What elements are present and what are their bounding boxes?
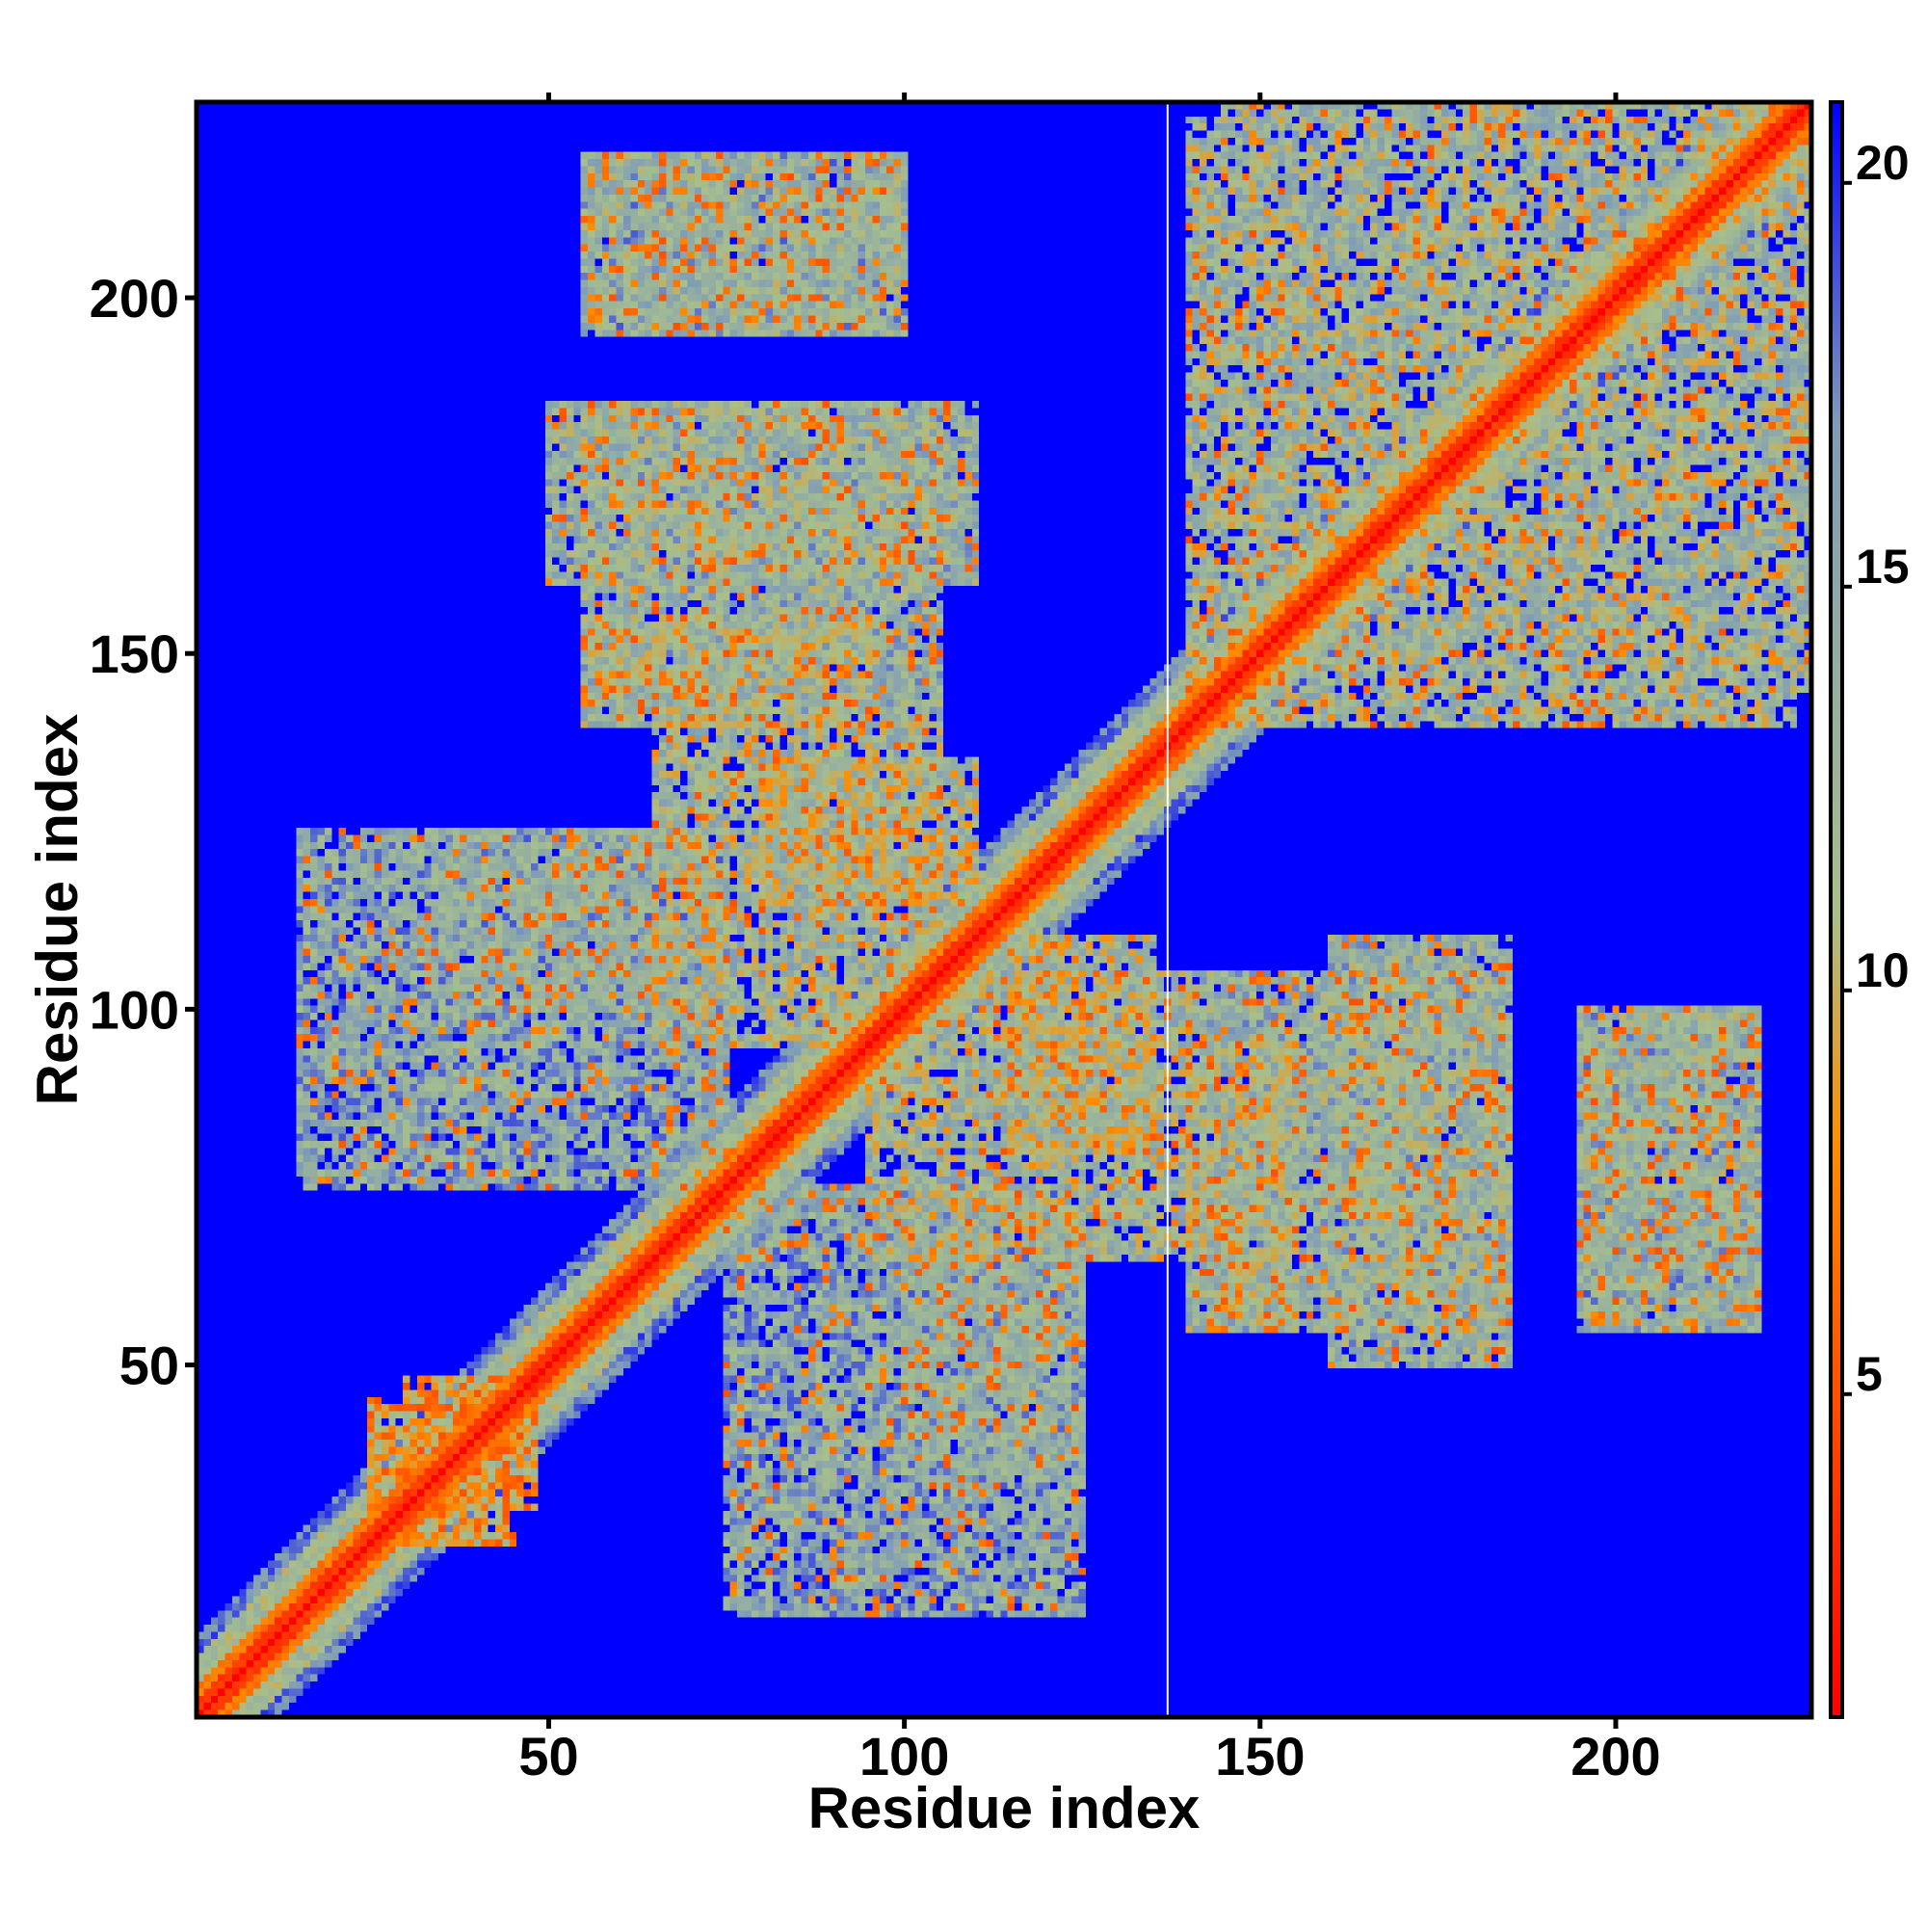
x-tick-label: 150 [1215, 1726, 1305, 1786]
colorbar-tick-label: 15 [1856, 540, 1910, 594]
y-axis-title: Residue index [25, 714, 90, 1106]
colorbar-tick-label: 10 [1856, 943, 1910, 997]
y-tick-label: 150 [90, 623, 179, 684]
x-axis: 50 100 150 200 [518, 93, 1661, 1786]
heatmap [197, 102, 1811, 1717]
y-axis: 50 100 150 200 [90, 268, 197, 1396]
heatmap-cells [197, 102, 1811, 1717]
colorbar-bar [1829, 100, 1844, 1719]
colorbar: 5 10 15 20 [1829, 100, 1910, 1719]
y-tick-label: 200 [90, 268, 179, 329]
x-tick-label: 200 [1571, 1726, 1660, 1786]
colorbar-tick-label: 20 [1856, 136, 1910, 190]
colorbar-tick-label: 5 [1856, 1347, 1883, 1401]
x-tick-label: 50 [518, 1726, 578, 1786]
x-axis-title: Residue index [808, 1776, 1201, 1840]
y-tick-label: 50 [119, 1336, 179, 1396]
y-tick-label: 100 [90, 979, 179, 1040]
plot-frame [194, 99, 1814, 1720]
x-tick-label: 100 [859, 1726, 949, 1786]
